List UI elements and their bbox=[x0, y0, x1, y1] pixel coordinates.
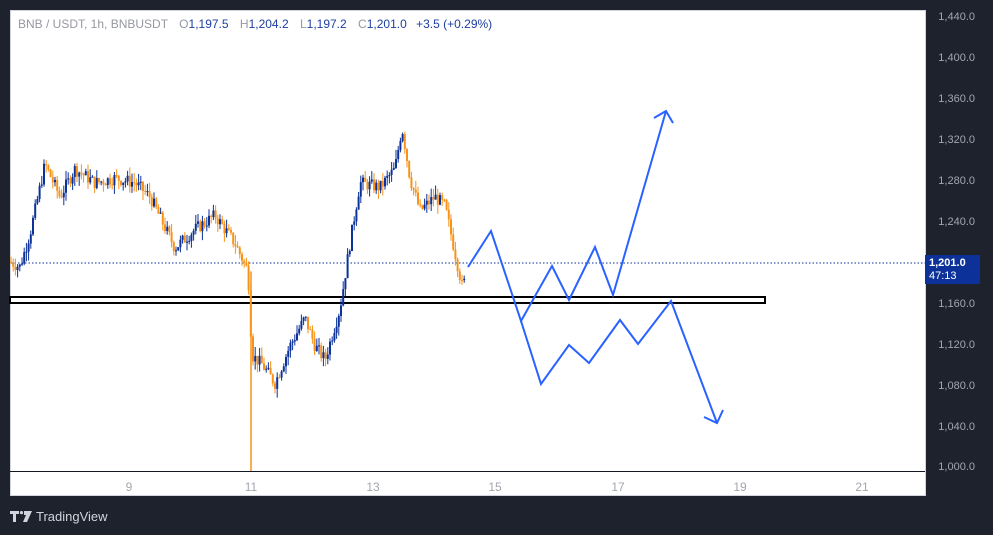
symbol-label: BNB / USDT, 1h, BNBUSDT bbox=[18, 17, 168, 31]
candlestick-series bbox=[10, 131, 466, 471]
y-tick: 1,280.0 bbox=[938, 175, 975, 187]
y-tick: 1,040.0 bbox=[938, 421, 975, 433]
arrow-up-icon bbox=[653, 109, 674, 124]
y-tick: 1,080.0 bbox=[938, 380, 975, 392]
y-tick: 1,120.0 bbox=[938, 339, 975, 351]
x-tick: 11 bbox=[244, 480, 258, 494]
current-price-badge: 1,201.0 47:13 bbox=[925, 255, 980, 284]
tradingview-logo-icon bbox=[10, 511, 32, 522]
support-zone bbox=[9, 296, 766, 304]
y-tick: 1,000.0 bbox=[938, 461, 975, 473]
change-value: +3.5 (+0.29%) bbox=[416, 17, 493, 31]
y-tick: 1,360.0 bbox=[938, 93, 975, 105]
low-value: 1,197.2 bbox=[306, 17, 347, 31]
x-tick: 19 bbox=[733, 480, 747, 494]
time-axis-line bbox=[10, 471, 925, 472]
x-tick: 9 bbox=[125, 480, 133, 494]
x-tick: 13 bbox=[366, 480, 380, 494]
arrow-down-icon bbox=[703, 409, 724, 425]
badge-countdown: 47:13 bbox=[929, 270, 957, 282]
high-value: 1,204.2 bbox=[248, 17, 289, 31]
brand-name: TradingView bbox=[36, 509, 108, 524]
tradingview-brand[interactable]: TradingView bbox=[10, 509, 108, 524]
badge-price: 1,201.0 bbox=[929, 257, 966, 269]
close-value: 1,201.0 bbox=[366, 17, 407, 31]
bearish-projection-path bbox=[520, 298, 718, 424]
bullish-projection-path bbox=[467, 110, 667, 324]
y-tick: 1,320.0 bbox=[938, 134, 975, 146]
ohlc-legend: BNB / USDT, 1h, BNBUSDT O1,197.5 H1,204.… bbox=[18, 17, 493, 31]
x-tick: 17 bbox=[611, 480, 625, 494]
open-value: 1,197.5 bbox=[188, 17, 229, 31]
y-tick: 1,240.0 bbox=[938, 216, 975, 228]
x-tick: 15 bbox=[488, 480, 502, 494]
y-tick: 1,440.0 bbox=[938, 11, 975, 23]
y-tick: 1,160.0 bbox=[938, 298, 975, 310]
x-tick: 21 bbox=[855, 480, 869, 494]
chart-pane[interactable] bbox=[10, 10, 926, 496]
y-tick: 1,400.0 bbox=[938, 52, 975, 64]
